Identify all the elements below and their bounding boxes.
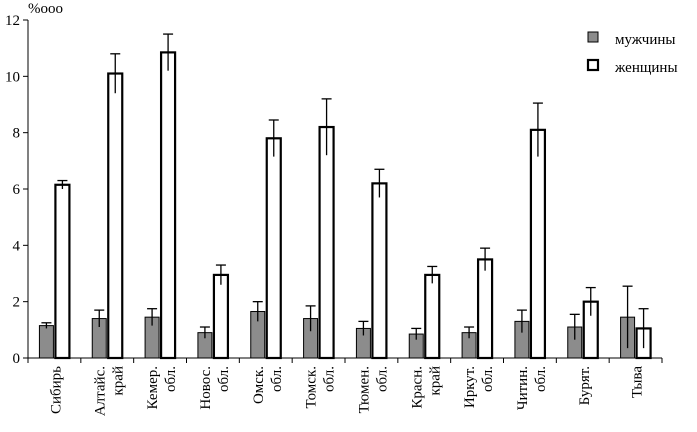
x-category-label: обл.: [163, 366, 179, 392]
y-tick-label: 0: [13, 351, 21, 367]
x-category-label: Томск.: [304, 366, 320, 408]
bar-women: [318, 125, 335, 360]
bar-women: [107, 72, 124, 360]
x-category-label: Читин.: [515, 366, 531, 410]
y-tick-label: 6: [13, 182, 21, 198]
x-category-label: Бурят.: [577, 366, 593, 405]
bar-women: [54, 183, 71, 360]
x-category-label: Тыва: [630, 366, 646, 398]
x-category-label: Тюмен.: [356, 366, 372, 413]
x-category-label: Алтайс.: [92, 366, 108, 416]
y-tick-label: 4: [13, 238, 21, 254]
x-category-label: Новос.: [198, 366, 214, 410]
bar-men: [38, 325, 54, 359]
bar-women: [529, 128, 547, 360]
y-tick-label: 2: [13, 295, 21, 311]
x-category-label: край: [427, 366, 443, 395]
legend-swatch: [587, 31, 599, 43]
x-category-label: обл.: [374, 366, 390, 392]
x-category-label: обл.: [533, 366, 549, 392]
x-category-label: обл.: [322, 366, 338, 392]
y-axis-label: %ooo: [28, 1, 63, 17]
x-category-label: Омск.: [251, 366, 267, 404]
y-tick-label: 10: [5, 69, 20, 85]
legend: мужчины женщины: [586, 31, 678, 76]
bar-women: [265, 137, 282, 360]
bar-women: [476, 258, 494, 360]
x-category-label: обл.: [216, 366, 232, 392]
bar-series: [38, 33, 652, 360]
y-tick-label: 8: [13, 126, 21, 142]
legend-swatch: [586, 58, 600, 72]
x-axis-labels: Сибирь Алтайс. край Кемер. обл. Новос. обл. Омс…: [27, 358, 663, 416]
bar-women: [371, 182, 388, 360]
x-category-label: Иркут.: [462, 366, 478, 408]
y-tick-label: 12: [5, 13, 20, 29]
legend-label: мужчины: [615, 32, 675, 48]
x-category-label: Сибирь: [48, 366, 64, 414]
bar-women: [424, 273, 441, 360]
x-category-label: Красн.: [409, 366, 425, 409]
x-category-label: обл.: [480, 366, 496, 392]
x-category-label: Кемер.: [145, 366, 161, 410]
bar-women: [159, 51, 177, 360]
bar-women: [212, 273, 230, 360]
x-category-label: край: [110, 366, 126, 395]
x-category-label: обл.: [269, 366, 285, 392]
legend-label: женщины: [614, 60, 678, 76]
